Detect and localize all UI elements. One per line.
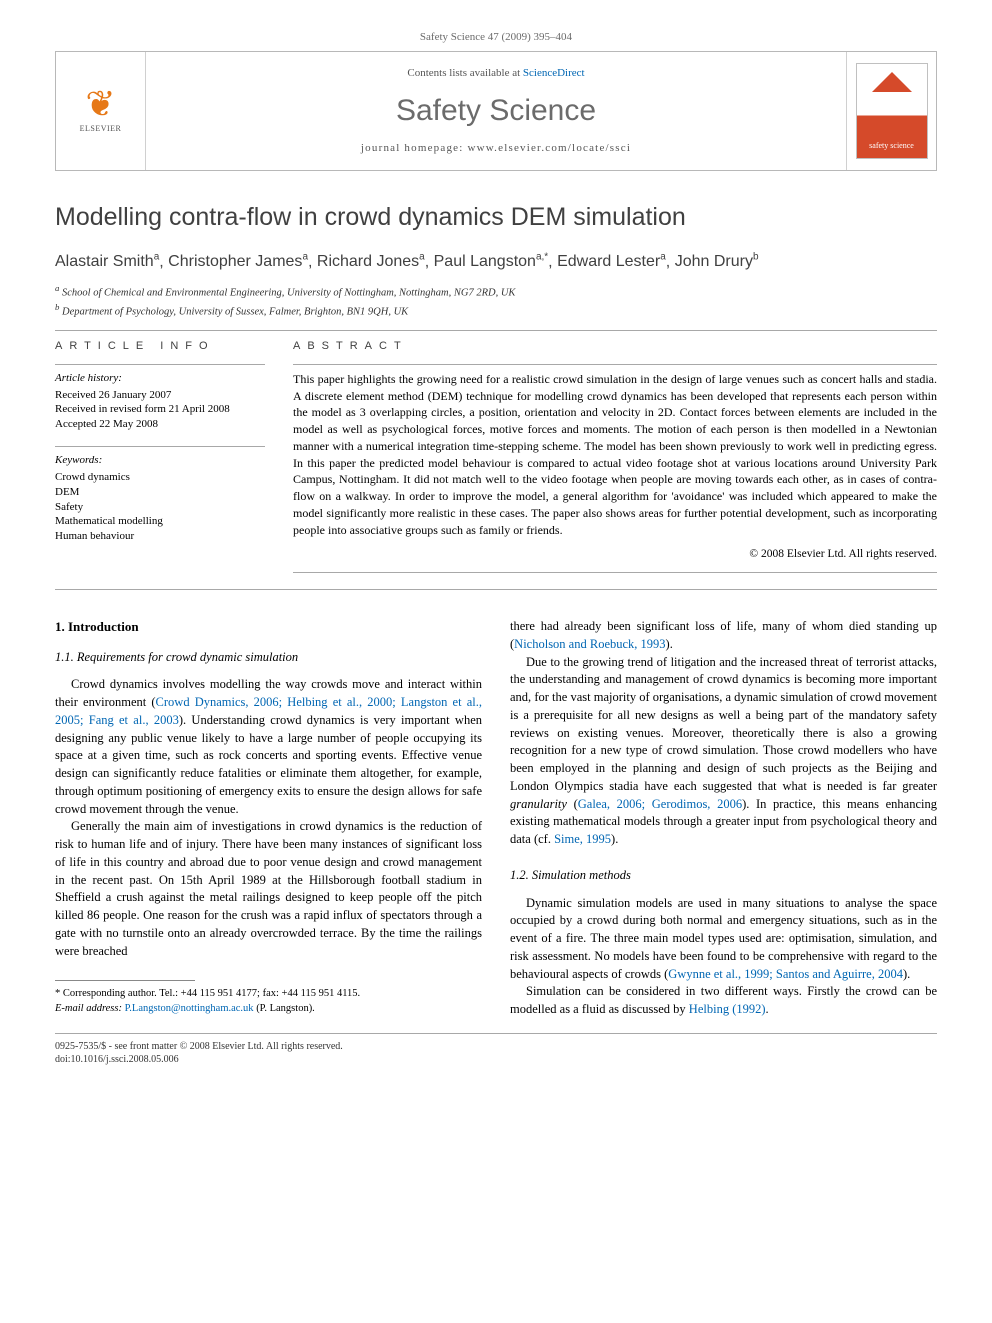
affiliation-b: b Department of Psychology, University o… — [55, 302, 937, 320]
publisher-logo-box: ❦ ELSEVIER — [56, 52, 146, 170]
corr-line: * Corresponding author. Tel.: +44 115 95… — [55, 987, 482, 1001]
contents-prefix: Contents lists available at — [407, 67, 522, 79]
divider — [293, 364, 937, 365]
body-paragraph: Dynamic simulation models are used in ma… — [510, 895, 937, 984]
contents-available-line: Contents lists available at ScienceDirec… — [407, 66, 584, 81]
citation-link[interactable]: Helbing (1992) — [689, 1002, 766, 1016]
email-link[interactable]: P.Langston@nottingham.ac.uk — [125, 1003, 254, 1014]
divider — [55, 446, 265, 447]
keyword: Crowd dynamics — [55, 470, 265, 485]
homepage-url[interactable]: www.elsevier.com/locate/ssci — [467, 142, 631, 154]
abstract-text: This paper highlights the growing need f… — [293, 371, 937, 539]
homepage-prefix: journal homepage: — [361, 142, 468, 154]
body-columns: 1. Introduction 1.1. Requirements for cr… — [55, 618, 937, 1019]
left-column: 1. Introduction 1.1. Requirements for cr… — [55, 618, 482, 1019]
subsection-heading: 1.2. Simulation methods — [510, 867, 937, 885]
divider — [55, 364, 265, 365]
history-item: Received in revised form 21 April 2008 — [55, 402, 265, 417]
citation-link[interactable]: Nicholson and Roebuck, 1993 — [514, 637, 665, 651]
article-info-head: ARTICLE INFO — [55, 339, 265, 354]
section-heading: 1. Introduction — [55, 618, 482, 636]
banner-center: Contents lists available at ScienceDirec… — [146, 52, 846, 170]
right-column: there had already been significant loss … — [510, 618, 937, 1019]
publisher-name: ELSEVIER — [80, 124, 122, 135]
footnote-rule — [55, 980, 195, 981]
keyword: Human behaviour — [55, 529, 265, 544]
keywords-label: Keywords: — [55, 453, 265, 468]
body-paragraph: Due to the growing trend of litigation a… — [510, 654, 937, 849]
issn-line: 0925-7535/$ - see front matter © 2008 El… — [55, 1040, 937, 1054]
keyword: DEM — [55, 485, 265, 500]
keyword: Mathematical modelling — [55, 514, 265, 529]
divider — [55, 1033, 937, 1034]
author: John Druryb — [675, 253, 759, 270]
journal-title: Safety Science — [396, 91, 596, 132]
cover-triangle-icon — [872, 72, 912, 92]
bottom-meta: 0925-7535/$ - see front matter © 2008 El… — [55, 1040, 937, 1067]
affiliations: a School of Chemical and Environmental E… — [55, 283, 937, 320]
author: Christopher Jamesa — [168, 253, 308, 270]
article-title: Modelling contra-flow in crowd dynamics … — [55, 201, 937, 235]
email-line: E-mail address: P.Langston@nottingham.ac… — [55, 1002, 482, 1016]
journal-cover-icon: safety science — [856, 63, 928, 159]
citation-link[interactable]: Gwynne et al., 1999; Santos and Aguirre,… — [668, 967, 903, 981]
homepage-line: journal homepage: www.elsevier.com/locat… — [361, 141, 631, 156]
body-paragraph: Simulation can be considered in two diff… — [510, 983, 937, 1019]
body-paragraph: Generally the main aim of investigations… — [55, 818, 482, 960]
elsevier-logo: ❦ ELSEVIER — [80, 86, 122, 135]
abstract-head: ABSTRACT — [293, 339, 937, 354]
journal-banner: ❦ ELSEVIER Contents lists available at S… — [55, 51, 937, 171]
citation-link[interactable]: Galea, 2006; Gerodimos, 2006 — [578, 797, 742, 811]
author: Alastair Smitha — [55, 253, 159, 270]
elsevier-tree-icon: ❦ — [85, 86, 115, 122]
history-item: Accepted 22 May 2008 — [55, 417, 265, 432]
citation-link[interactable]: Sime, 1995 — [554, 832, 611, 846]
journal-cover-box: safety science — [846, 52, 936, 170]
body-paragraph: Crowd dynamics involves modelling the wa… — [55, 676, 482, 818]
divider — [55, 589, 937, 590]
cover-label: safety science — [869, 142, 914, 154]
abstract-column: ABSTRACT This paper highlights the growi… — [293, 339, 937, 579]
author: Paul Langstona,* — [434, 253, 549, 270]
author: Edward Lestera — [557, 253, 666, 270]
divider — [293, 572, 937, 573]
keyword: Safety — [55, 500, 265, 515]
history-item: Received 26 January 2007 — [55, 388, 265, 403]
corresponding-author-footnote: * Corresponding author. Tel.: +44 115 95… — [55, 987, 482, 1015]
doi-line: doi:10.1016/j.ssci.2008.05.006 — [55, 1053, 937, 1067]
article-info-column: ARTICLE INFO Article history: Received 2… — [55, 339, 265, 579]
citation-line: Safety Science 47 (2009) 395–404 — [55, 30, 937, 45]
history-label: Article history: — [55, 371, 265, 386]
author: Richard Jonesa — [317, 253, 425, 270]
subsection-heading: 1.1. Requirements for crowd dynamic simu… — [55, 649, 482, 667]
affiliation-a: a School of Chemical and Environmental E… — [55, 283, 937, 301]
abstract-copyright: © 2008 Elsevier Ltd. All rights reserved… — [293, 547, 937, 563]
body-paragraph: there had already been significant loss … — [510, 618, 937, 654]
author-list: Alastair Smitha, Christopher Jamesa, Ric… — [55, 251, 937, 273]
sciencedirect-link[interactable]: ScienceDirect — [523, 67, 585, 79]
divider — [55, 330, 937, 331]
